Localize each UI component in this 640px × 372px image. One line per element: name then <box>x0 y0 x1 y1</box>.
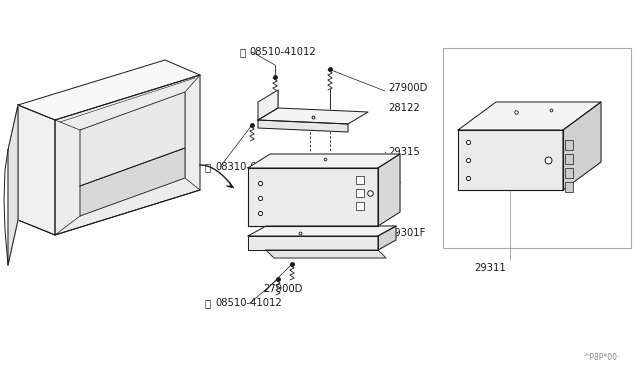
Text: 08510-41012: 08510-41012 <box>215 298 282 308</box>
Text: 29311: 29311 <box>474 263 506 273</box>
Polygon shape <box>248 226 396 236</box>
Polygon shape <box>458 102 601 130</box>
Polygon shape <box>80 148 185 216</box>
Bar <box>356 189 364 197</box>
Bar <box>565 154 573 164</box>
Text: 28122: 28122 <box>388 103 420 113</box>
Bar <box>565 182 573 192</box>
Bar <box>565 140 573 150</box>
Text: 29315: 29315 <box>388 147 420 157</box>
Text: 08510-41012: 08510-41012 <box>249 47 316 57</box>
Polygon shape <box>248 154 400 168</box>
Polygon shape <box>248 168 378 226</box>
Polygon shape <box>563 102 601 190</box>
Polygon shape <box>378 226 396 250</box>
Text: Ⓢ: Ⓢ <box>205 298 211 308</box>
Polygon shape <box>55 75 200 235</box>
Polygon shape <box>18 60 200 120</box>
Polygon shape <box>378 154 400 226</box>
Text: ^P8P*00·: ^P8P*00· <box>584 353 620 362</box>
Polygon shape <box>8 105 18 265</box>
Polygon shape <box>266 250 386 258</box>
Polygon shape <box>18 105 55 235</box>
Text: 27900D: 27900D <box>388 83 428 93</box>
Bar <box>443 48 631 248</box>
Polygon shape <box>80 92 185 186</box>
Bar <box>356 202 364 210</box>
Polygon shape <box>258 90 278 120</box>
Bar <box>565 168 573 178</box>
Polygon shape <box>248 236 378 250</box>
Bar <box>356 176 364 184</box>
Text: 29301F: 29301F <box>388 228 426 238</box>
Text: 08310-61423: 08310-61423 <box>215 162 282 172</box>
Polygon shape <box>258 120 348 132</box>
Text: 27900D: 27900D <box>263 284 302 294</box>
Text: Ⓢ: Ⓢ <box>205 162 211 172</box>
Polygon shape <box>458 130 563 190</box>
Polygon shape <box>258 108 368 124</box>
Text: Ⓢ: Ⓢ <box>240 47 246 57</box>
